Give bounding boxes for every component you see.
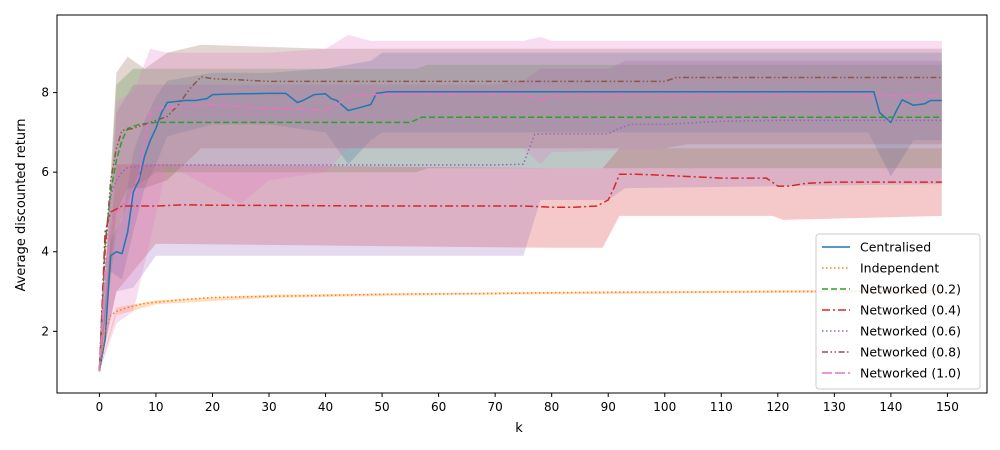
y-tick-label: 2: [41, 324, 49, 338]
band-centralised: [99, 52, 942, 372]
x-tick-label: 50: [374, 400, 389, 414]
x-tick-label: 60: [431, 400, 446, 414]
series-line-independent: [98, 289, 942, 372]
plot-frame: [56, 14, 988, 394]
x-tick-label: 0: [96, 400, 104, 414]
x-tick-label: 150: [936, 400, 959, 414]
legend-label-networked-1-0: Networked (1.0): [860, 366, 961, 381]
x-tick-label: 100: [653, 400, 676, 414]
legend: Centralised Independent Networked (0.2) Net…: [815, 233, 981, 390]
band-networked-0-6: [99, 60, 942, 372]
x-tick-label: 80: [544, 400, 559, 414]
y-axis-label: Average discounted return: [14, 119, 29, 292]
x-tick-label: 20: [205, 400, 220, 414]
x-axis-label: k: [515, 421, 523, 436]
band-networked-1-0: [99, 34, 942, 372]
series-line-networked-0-8: [98, 75, 942, 372]
legend-label-networked-0-6: Networked (0.6): [860, 324, 961, 339]
band-networked-0-8: [99, 44, 942, 372]
x-tick-label: 120: [766, 400, 789, 414]
band-networked-0-4: [99, 148, 942, 372]
x-tick-label: 110: [710, 400, 733, 414]
series-line-networked-0-2: [98, 116, 942, 372]
legend-label-networked-0-2: Networked (0.2): [860, 282, 961, 297]
x-tick-label: 70: [488, 400, 503, 414]
series-line-centralised: [98, 91, 942, 372]
x-tick-label: 40: [318, 400, 333, 414]
series-line-networked-0-4: [98, 173, 942, 372]
x-tick-label: 30: [261, 400, 276, 414]
y-tick-label: 4: [41, 245, 49, 259]
series-lines: [98, 75, 942, 372]
legend-label-networked-0-8: Networked (0.8): [860, 345, 961, 360]
y-tick-label: 8: [41, 86, 49, 100]
x-tick-label: 140: [879, 400, 902, 414]
legend-label-independent: Independent: [860, 261, 939, 276]
y-tick-label: 6: [41, 165, 49, 179]
x-tick-label: 130: [823, 400, 846, 414]
legend-label-networked-0-4: Networked (0.4): [860, 303, 961, 318]
band-networked-0-2: [99, 64, 942, 372]
x-axis-ticks: 0 10 20 30 40 50 60 70 80 90 100 110 120 130 140 150: [96, 393, 959, 414]
x-tick-label: 90: [601, 400, 616, 414]
series-line-networked-1-0: [98, 93, 942, 372]
y-axis-ticks: 2 4 6 8: [41, 86, 57, 338]
band-independent: [99, 289, 942, 372]
legend-label-centralised: Centralised: [860, 240, 931, 255]
legend-box: [815, 233, 981, 390]
confidence-bands: [99, 34, 942, 372]
x-tick-label: 10: [148, 400, 163, 414]
